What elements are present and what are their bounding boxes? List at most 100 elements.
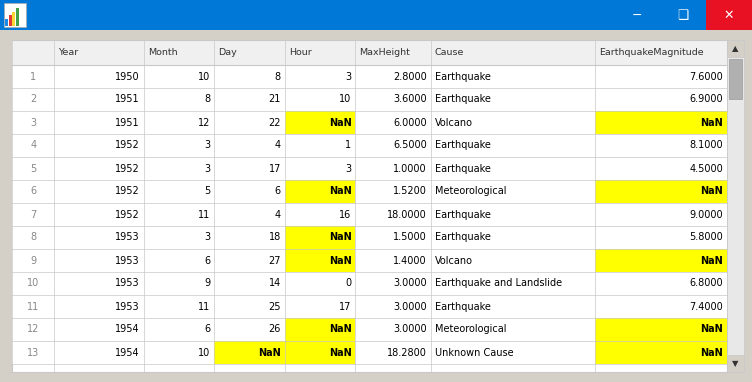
Text: 9.0000: 9.0000 (690, 209, 723, 220)
Text: 1.4000: 1.4000 (393, 256, 426, 265)
Text: Earthquake: Earthquake (435, 71, 490, 81)
Bar (12, 40, 727, 372)
Bar (16, 8, 19, 26)
Text: Earthquake: Earthquake (435, 141, 490, 151)
Text: 6.5000: 6.5000 (393, 141, 426, 151)
Text: ▲: ▲ (732, 44, 738, 53)
Text: 1953: 1953 (115, 278, 140, 288)
Bar (12, 88, 727, 111)
Text: 1.0000: 1.0000 (393, 163, 426, 173)
Text: 6: 6 (274, 186, 280, 196)
Text: 1954: 1954 (115, 348, 140, 358)
Text: 3: 3 (345, 71, 351, 81)
Bar (12, 203, 727, 226)
Text: Earthquake: Earthquake (435, 209, 490, 220)
Bar (12, 157, 727, 180)
Text: ▼: ▼ (732, 359, 738, 368)
Text: 4: 4 (274, 141, 280, 151)
Text: NaN: NaN (329, 256, 351, 265)
Text: Year: Year (59, 48, 79, 57)
Text: EarthquakeMagnitude: EarthquakeMagnitude (599, 48, 704, 57)
Text: 1: 1 (30, 71, 36, 81)
Text: 3: 3 (204, 233, 211, 243)
Text: 2.8000: 2.8000 (393, 71, 426, 81)
Bar (727, 40, 744, 372)
Text: 1.5000: 1.5000 (393, 233, 426, 243)
Text: 3: 3 (204, 141, 211, 151)
Bar (4, 3, 26, 27)
Text: 1954: 1954 (115, 324, 140, 335)
Bar (727, 355, 744, 372)
Text: 1951: 1951 (115, 118, 140, 128)
Bar (706, 0, 752, 30)
Text: 8: 8 (204, 94, 211, 105)
Bar (9, 15, 12, 26)
Text: Earthquake and Landslide: Earthquake and Landslide (435, 278, 562, 288)
Text: 9: 9 (30, 256, 36, 265)
Text: 12: 12 (198, 118, 211, 128)
Bar (285, 180, 356, 203)
Bar (12, 272, 727, 295)
Text: 7.4000: 7.4000 (690, 301, 723, 311)
Text: Meteorological: Meteorological (435, 186, 506, 196)
Bar (5, 19, 8, 26)
Text: 13: 13 (27, 348, 39, 358)
Bar (12, 11, 16, 26)
Text: 1952: 1952 (115, 141, 140, 151)
Text: NaN: NaN (700, 348, 723, 358)
Bar (0, 0, 752, 30)
Text: 17: 17 (339, 301, 351, 311)
Text: 9: 9 (204, 278, 211, 288)
Text: 1: 1 (345, 141, 351, 151)
Text: 27: 27 (268, 256, 280, 265)
Text: 1952: 1952 (115, 163, 140, 173)
Bar (285, 249, 356, 272)
Bar (596, 341, 727, 364)
Text: 6.9000: 6.9000 (690, 94, 723, 105)
Text: 7: 7 (30, 209, 36, 220)
Text: Day: Day (218, 48, 237, 57)
Bar (727, 40, 744, 57)
Text: NaN: NaN (329, 348, 351, 358)
Bar (596, 180, 727, 203)
Text: 1953: 1953 (115, 301, 140, 311)
Bar (596, 318, 727, 341)
Text: 11: 11 (27, 301, 39, 311)
Text: ❑: ❑ (678, 8, 689, 21)
Bar (285, 318, 356, 341)
Text: 10: 10 (198, 348, 211, 358)
Text: 0: 0 (345, 278, 351, 288)
Text: 1953: 1953 (115, 233, 140, 243)
Text: NaN: NaN (329, 324, 351, 335)
Text: 5.8000: 5.8000 (690, 233, 723, 243)
Text: Earthquake: Earthquake (435, 94, 490, 105)
Text: 1952: 1952 (115, 186, 140, 196)
Bar (285, 341, 356, 364)
Bar (285, 111, 356, 134)
Text: −: − (632, 8, 642, 21)
Text: NaN: NaN (329, 118, 351, 128)
Text: 1.5200: 1.5200 (393, 186, 426, 196)
Text: Hour: Hour (289, 48, 311, 57)
Text: 10: 10 (27, 278, 39, 288)
Bar (12, 341, 727, 364)
Text: NaN: NaN (700, 186, 723, 196)
Text: 8.1000: 8.1000 (690, 141, 723, 151)
Bar (12, 134, 727, 157)
Text: 6: 6 (30, 186, 36, 196)
Text: 22: 22 (268, 118, 280, 128)
Text: ✕: ✕ (723, 8, 734, 21)
Text: 4: 4 (274, 209, 280, 220)
Text: NaN: NaN (329, 233, 351, 243)
Text: 3.6000: 3.6000 (393, 94, 426, 105)
Text: 18.0000: 18.0000 (387, 209, 426, 220)
Bar (660, 0, 706, 30)
Bar (729, 59, 742, 99)
Text: 17: 17 (268, 163, 280, 173)
Bar (285, 226, 356, 249)
Text: 8: 8 (274, 71, 280, 81)
Text: 10: 10 (339, 94, 351, 105)
Text: 6: 6 (204, 324, 211, 335)
Text: 3: 3 (30, 118, 36, 128)
Text: Month: Month (147, 48, 177, 57)
